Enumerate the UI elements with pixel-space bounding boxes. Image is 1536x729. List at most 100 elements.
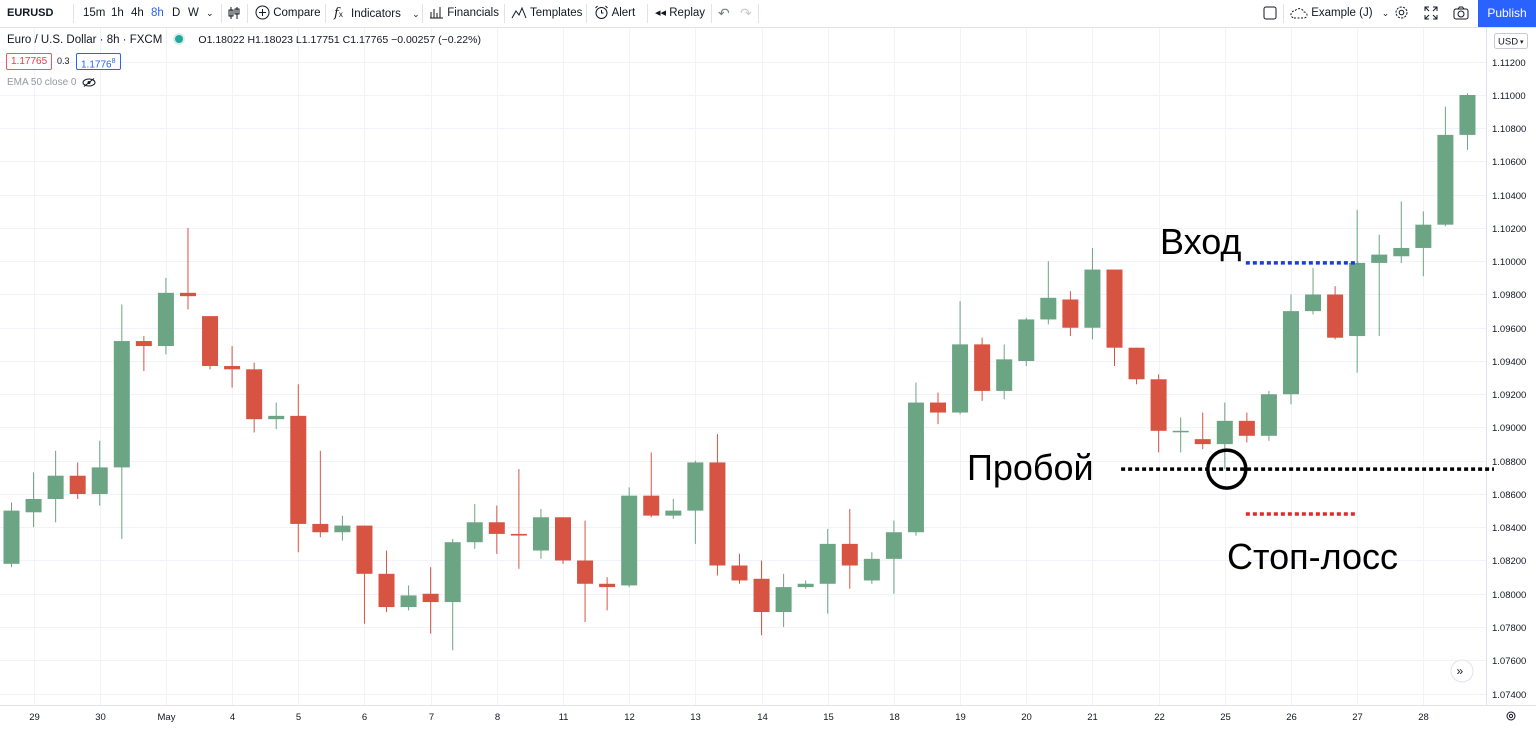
fullscreen-icon[interactable] xyxy=(1424,0,1438,27)
interval-1h[interactable]: 1h xyxy=(111,7,124,19)
candle-body xyxy=(532,517,549,551)
toolbar-divider xyxy=(711,4,712,23)
candlestick-series xyxy=(3,93,1476,651)
price-tick-label: 1.08400 xyxy=(1492,523,1526,534)
interval-4h[interactable]: 4h xyxy=(131,7,144,19)
candle-body xyxy=(1172,430,1189,433)
interval-15m[interactable]: 15m xyxy=(83,7,106,19)
ema-indicator-legend[interactable]: EMA 50 close 0 xyxy=(7,77,96,88)
candle-body xyxy=(907,402,924,533)
templates-button[interactable]: Templates xyxy=(511,0,582,27)
replay-button[interactable]: ◂◂ Replay xyxy=(655,0,705,27)
candle-body xyxy=(665,510,682,516)
candle-body xyxy=(1084,269,1101,328)
candle xyxy=(1216,402,1233,470)
undo-icon[interactable]: ↶ xyxy=(718,5,730,21)
candle-body xyxy=(974,344,991,391)
top-toolbar: EURUSD 15m 1h 4h 8h D W ⌄ Compare fx Ind… xyxy=(0,0,1536,28)
candle-body xyxy=(246,369,263,420)
interval-w[interactable]: W xyxy=(188,7,199,19)
time-tick-label: 4 xyxy=(230,712,235,723)
price-tick-label: 1.09800 xyxy=(1492,290,1526,301)
chevron-down-icon: ⌄ xyxy=(1381,8,1390,18)
candle-body xyxy=(841,543,858,566)
candle xyxy=(731,553,748,584)
candle xyxy=(378,550,395,613)
currency-selector[interactable]: USD ▾ xyxy=(1494,33,1528,49)
price-tick-label: 1.07800 xyxy=(1492,623,1526,634)
candle-body xyxy=(290,415,307,524)
candle xyxy=(268,402,285,430)
alert-button[interactable]: Alert xyxy=(594,0,635,27)
symbol-search[interactable]: EURUSD xyxy=(7,7,54,19)
interval-d[interactable]: D xyxy=(172,7,181,19)
axis-settings-gear-icon[interactable] xyxy=(1506,711,1516,721)
candle-body xyxy=(996,359,1013,391)
candle-body xyxy=(775,587,792,613)
candle-body xyxy=(1349,262,1366,337)
templates-icon xyxy=(511,7,527,19)
price-tick-label: 1.10400 xyxy=(1492,191,1526,202)
candle xyxy=(577,520,594,623)
redo-icon[interactable]: ↷ xyxy=(740,5,752,21)
buy-price-button[interactable]: 1.17768 xyxy=(76,53,121,70)
toolbar-divider xyxy=(647,4,648,23)
candle xyxy=(91,440,108,506)
function-icon-sub: x xyxy=(338,10,343,19)
indicators-button[interactable]: fx Indicators ⌄ xyxy=(334,0,420,27)
compare-button[interactable]: Compare xyxy=(255,0,321,27)
candle-body xyxy=(555,517,571,561)
toolbar-divider xyxy=(325,4,326,23)
candle-body xyxy=(1106,269,1123,348)
fullscreen-square-icon[interactable] xyxy=(1263,0,1277,27)
sell-price-button[interactable]: 1.17765 xyxy=(6,53,53,70)
price-tick-label: 1.09600 xyxy=(1492,324,1526,335)
candle xyxy=(930,392,947,425)
candle xyxy=(224,346,241,388)
candle-body xyxy=(1282,311,1299,395)
candle xyxy=(444,538,461,651)
time-tick-label: 8 xyxy=(495,712,500,723)
symbol-title[interactable]: Euro / U.S. Dollar · 8h · FXCM xyxy=(7,34,163,46)
publish-button[interactable]: Publish xyxy=(1478,0,1536,27)
candle-body xyxy=(621,495,638,586)
scroll-to-realtime-button[interactable]: » xyxy=(1450,659,1474,683)
price-tick-label: 1.08600 xyxy=(1492,490,1526,501)
candle-body xyxy=(1371,254,1388,263)
candle-body xyxy=(69,475,86,494)
candle xyxy=(1260,390,1277,441)
camera-icon[interactable] xyxy=(1453,0,1469,27)
candle xyxy=(246,362,263,433)
price-tick-label: 1.08000 xyxy=(1492,590,1526,601)
hidden-eye-icon[interactable] xyxy=(82,77,96,87)
candle xyxy=(1305,267,1322,315)
time-tick-label: 6 xyxy=(362,712,367,723)
price-axis[interactable]: 1.07400 1.07600 1.07800 1.08000 1.08200 1.084… xyxy=(1492,58,1526,701)
candle xyxy=(885,520,902,594)
candle xyxy=(1459,93,1476,150)
time-tick-label: 26 xyxy=(1286,712,1297,723)
candles-style-icon[interactable] xyxy=(227,0,241,27)
alarm-clock-icon xyxy=(595,6,608,20)
price-tick-label: 1.08800 xyxy=(1492,457,1526,468)
financials-button[interactable]: Financials xyxy=(430,0,499,27)
candle xyxy=(1194,412,1211,450)
time-tick-label: 30 xyxy=(95,712,106,723)
time-axis[interactable]: 29 30 May 4 5 6 7 8 11 12 13 14 15 18 19 20 21 22 25 26 27 28 xyxy=(29,712,1429,723)
interval-8h[interactable]: 8h xyxy=(151,7,164,19)
chevron-down-icon[interactable]: ⌄ xyxy=(206,8,214,18)
candle xyxy=(334,515,351,541)
candle-body xyxy=(444,542,461,603)
gear-icon[interactable] xyxy=(1394,0,1409,27)
time-tick-label: 21 xyxy=(1087,712,1098,723)
candle-body xyxy=(1150,379,1167,431)
candle xyxy=(599,577,616,611)
candle-body xyxy=(400,595,417,608)
candle-body xyxy=(643,495,660,516)
price-chart[interactable]: 1.07400 1.07600 1.07800 1.08000 1.08200 1.084… xyxy=(0,28,1536,729)
candle xyxy=(797,580,814,589)
candle xyxy=(157,277,174,355)
candle xyxy=(1349,209,1366,373)
layout-menu[interactable]: Example (J) ⌄ xyxy=(1290,0,1389,27)
chart-legend: Euro / U.S. Dollar · 8h · FXCM O1.18022 … xyxy=(7,34,481,46)
